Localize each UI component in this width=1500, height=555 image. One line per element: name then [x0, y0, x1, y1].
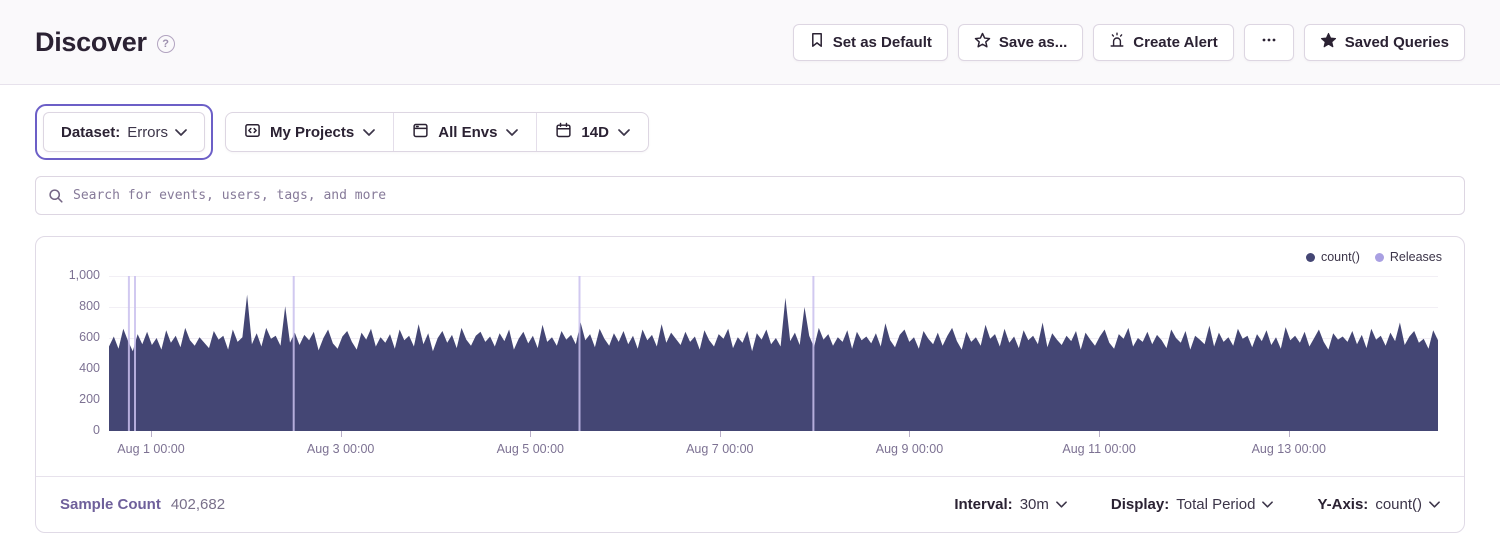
- y-axis-tick: 800: [79, 299, 100, 313]
- x-axis-tick-mark: [1099, 431, 1101, 437]
- chevron-down-icon: [1056, 501, 1067, 508]
- search-icon: [48, 188, 64, 204]
- chart-body: count() Releases 1,000 800 600 400 200 0…: [36, 237, 1464, 478]
- gridline: [109, 276, 1438, 277]
- save-as-label: Save as...: [998, 33, 1068, 51]
- date-range-dropdown[interactable]: 14D: [536, 113, 648, 151]
- save-as-button[interactable]: Save as...: [957, 23, 1084, 61]
- dataset-dropdown[interactable]: Dataset: Errors: [43, 112, 206, 152]
- chart-legend: count() Releases: [1305, 250, 1442, 264]
- search-input[interactable]: [73, 177, 1452, 214]
- releases-dot: [1374, 252, 1384, 262]
- x-axis-label: Aug 9 00:00: [875, 442, 944, 456]
- dataset-value: Errors: [127, 123, 169, 141]
- page-header: Discover ? Set as Default Save as... Cre…: [0, 0, 1500, 85]
- y-axis-tick: 400: [79, 361, 100, 375]
- projects-icon: [244, 122, 261, 143]
- x-axis-tick-mark: [340, 431, 342, 437]
- x-axis-label: Aug 13 00:00: [1251, 442, 1326, 456]
- sample-count: Sample Count 402,682: [60, 496, 225, 513]
- chevron-down-icon: [175, 128, 187, 136]
- ellipsis-icon: [1261, 32, 1277, 52]
- environment-label: All Envs: [438, 123, 498, 141]
- chevron-down-icon: [618, 128, 630, 136]
- sample-count-label: Sample Count: [60, 496, 161, 513]
- events-chart-panel: count() Releases 1,000 800 600 400 200 0…: [35, 236, 1465, 533]
- help-icon[interactable]: ?: [156, 35, 175, 53]
- star-filled-icon: [1320, 32, 1337, 53]
- x-axis-tick-mark: [150, 431, 152, 437]
- yaxis-dropdown[interactable]: Y-Axis: count(): [1317, 496, 1440, 513]
- gridline: [109, 338, 1438, 339]
- projects-label: My Projects: [270, 123, 355, 141]
- legend-count-label: count(): [1320, 250, 1360, 264]
- chart-controls: Interval: 30m Display: Total Period Y-Ax…: [954, 496, 1440, 513]
- x-axis-tick-mark: [1288, 431, 1290, 437]
- create-alert-label: Create Alert: [1133, 33, 1218, 51]
- interval-label: Interval:: [954, 496, 1013, 513]
- count-area-series: [109, 276, 1438, 431]
- filter-bar: Dataset: Errors My Projects All Envs: [35, 104, 1465, 160]
- page-title: Discover: [35, 26, 147, 57]
- projects-dropdown[interactable]: My Projects: [226, 113, 393, 151]
- x-axis-label: Aug 5 00:00: [496, 442, 564, 456]
- display-value: Total Period: [1176, 496, 1256, 513]
- dataset-label: Dataset:: [61, 123, 121, 141]
- calendar-icon: [555, 122, 572, 143]
- yaxis-label: Y-Axis:: [1317, 496, 1369, 513]
- display-dropdown[interactable]: Display: Total Period: [1111, 496, 1274, 513]
- x-axis-label: Aug 3 00:00: [306, 442, 375, 456]
- interval-value: 30m: [1019, 496, 1049, 513]
- chevron-down-icon: [1429, 501, 1440, 508]
- x-axis-label: Aug 11 00:00: [1062, 442, 1136, 456]
- saved-queries-label: Saved Queries: [1344, 33, 1449, 51]
- window-icon: [412, 122, 429, 143]
- x-axis-tick-mark: [909, 431, 911, 437]
- y-axis-tick: 1,000: [68, 268, 100, 282]
- yaxis-value: count(): [1375, 496, 1422, 513]
- environment-dropdown[interactable]: All Envs: [393, 113, 536, 151]
- display-label: Display:: [1110, 496, 1170, 513]
- legend-item-releases[interactable]: Releases: [1374, 250, 1442, 264]
- chevron-down-icon: [363, 128, 376, 136]
- y-axis-tick: 200: [79, 392, 100, 406]
- chart-footer: Sample Count 402,682 Interval: 30m Displ…: [36, 476, 1464, 532]
- x-axis-label: Aug 7 00:00: [686, 442, 754, 456]
- date-range-label: 14D: [581, 123, 609, 141]
- x-axis-tick-mark: [530, 431, 532, 437]
- dataset-highlight-ring: Dataset: Errors: [35, 104, 214, 160]
- chevron-down-icon: [1262, 501, 1274, 508]
- star-outline-icon: [974, 32, 991, 53]
- more-options-button[interactable]: [1243, 23, 1294, 61]
- page-filter-group: My Projects All Envs 14D: [225, 112, 649, 152]
- gridline: [109, 307, 1438, 308]
- legend-item-count[interactable]: count(): [1305, 250, 1360, 264]
- count-series-dot: [1305, 252, 1315, 262]
- bookmark-icon: [809, 32, 825, 52]
- header-actions: Set as Default Save as... Create Alert S…: [792, 23, 1465, 61]
- y-axis-tick: 600: [79, 330, 100, 344]
- legend-releases-label: Releases: [1389, 250, 1442, 264]
- search-bar: [35, 176, 1465, 215]
- x-axis-label: Aug 1 00:00: [117, 442, 185, 456]
- y-axis-tick: 0: [93, 423, 100, 437]
- create-alert-button[interactable]: Create Alert: [1093, 23, 1234, 61]
- set-as-default-label: Set as Default: [832, 33, 932, 51]
- chevron-down-icon: [506, 128, 519, 136]
- area-chart-plot[interactable]: [109, 276, 1438, 431]
- sample-count-value: 402,682: [170, 496, 226, 513]
- saved-queries-button[interactable]: Saved Queries: [1303, 23, 1465, 61]
- x-axis-tick-mark: [719, 431, 721, 437]
- set-as-default-button[interactable]: Set as Default: [792, 23, 948, 61]
- interval-dropdown[interactable]: Interval: 30m: [954, 496, 1067, 513]
- siren-icon: [1109, 32, 1125, 52]
